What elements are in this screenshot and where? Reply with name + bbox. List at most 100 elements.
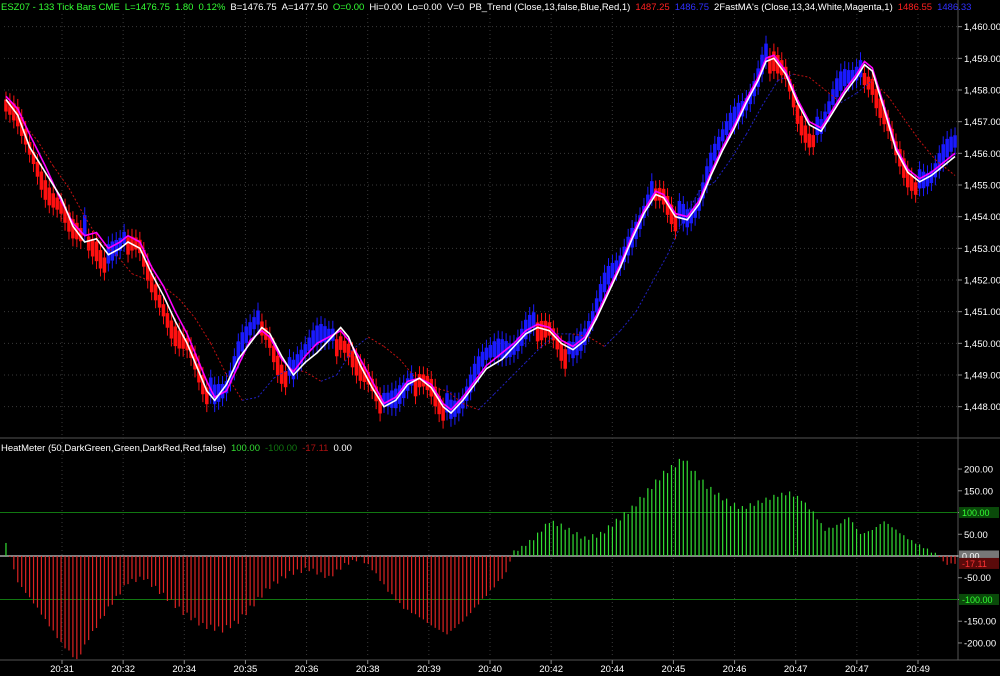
pb-trend-segment [115, 254, 133, 274]
time-tick-label: 20:36 [295, 664, 319, 675]
time-tick-label: 20:42 [539, 664, 563, 675]
price-bar-body [153, 284, 158, 301]
price-bar-body [346, 343, 351, 358]
pb-trend-segment [431, 387, 448, 392]
price-bar-body [925, 173, 930, 187]
price-bar-body [929, 171, 934, 184]
price-bar-body [874, 89, 879, 109]
fastma-value-2: 1486.33 [937, 2, 972, 13]
price-bar-body [610, 262, 615, 279]
pb-trend-segment [509, 361, 527, 379]
price-bar-body [43, 180, 48, 200]
price-bar-body [953, 135, 957, 148]
heat-level-tag [959, 507, 999, 519]
price-bar-body [827, 101, 831, 115]
price-bar-body [354, 356, 359, 376]
price-bar-body [275, 355, 280, 376]
high-value: Hi=0.00 [369, 2, 403, 13]
price-bar-body [394, 388, 398, 409]
price-bar-body [685, 209, 690, 228]
price-bar-body [646, 194, 650, 209]
price-bar-body [527, 314, 532, 334]
pb-trend-segment [730, 134, 747, 160]
symbol-label: ESZ07 - 133 Tick Bars CME [1, 2, 120, 13]
heatmeter-value-2: -100.00 [265, 443, 298, 454]
heatmeter-panel-header: HeatMeter (50,DarkGreen,Green,DarkRed,Re… [1, 443, 357, 455]
price-bar-body [862, 72, 867, 86]
price-bar-body [492, 341, 497, 357]
pb-trend-segment [493, 377, 511, 395]
price-bar-body [913, 182, 918, 195]
time-tick-label: 20:40 [478, 664, 502, 675]
price-bar-body [82, 215, 87, 235]
price-bar-body [496, 338, 500, 358]
price-bar-body [244, 326, 248, 343]
price-bar-body [201, 374, 205, 395]
price-bar-body [772, 51, 776, 72]
price-bar-body [539, 320, 544, 341]
price-bar-body [476, 356, 481, 375]
price-bar-body [35, 161, 40, 177]
price-bar-body [716, 136, 721, 151]
price-bar-body [823, 111, 827, 124]
price-bar-body [386, 392, 390, 407]
pb-trend-segment [714, 159, 731, 183]
heatmeter-value-3: -17.11 [302, 443, 329, 454]
heatmeter-value-4: 0.00 [333, 443, 352, 454]
pb-trend-label: PB_Trend (Close,13,false,Blue,Red,1) [469, 2, 631, 13]
heat-tick-label: -150.00 [964, 617, 996, 628]
price-bar-body [409, 373, 414, 386]
low-value: Lo=0.00 [407, 2, 442, 13]
price-bar-body [157, 294, 162, 308]
price-bar-body [500, 339, 504, 359]
price-bar-body [902, 158, 906, 178]
pb-trend-segment [903, 118, 920, 141]
pb-trend-segment [352, 336, 369, 351]
price-bar-body [831, 89, 835, 105]
price-bar-body [587, 321, 591, 335]
price-bar-body [768, 55, 772, 74]
price-bar-body [657, 187, 662, 201]
price-bar-body [350, 350, 355, 368]
price-bar-body [713, 143, 717, 161]
pb-trend-segment [336, 349, 353, 376]
price-bar-body [86, 236, 91, 251]
price-bar-body [535, 322, 540, 342]
price-bar-body [208, 377, 213, 396]
time-tick-label: 20:45 [662, 664, 686, 675]
price-bar-body [169, 320, 174, 339]
price-bar-body [216, 384, 221, 402]
time-tick-label: 20:38 [356, 664, 380, 675]
heat-level-tag [959, 550, 999, 562]
price-bar-body [98, 250, 103, 269]
price-bar-body [366, 371, 371, 385]
pb-trend-value-2: 1486.75 [674, 2, 710, 13]
price-bar-body [327, 328, 331, 342]
price-bar-body [378, 395, 382, 414]
price-panel-header: ESZ07 - 133 Tick Bars CME L=1476.75 1.80 0.… [1, 2, 976, 14]
ask-price: A=1477.50 [281, 2, 328, 13]
pb-trend-segment [682, 191, 700, 221]
bid-price: B=1476.75 [230, 2, 277, 13]
fastma-label: 2FastMA's (Close,13,34,White,Magenta,1) [714, 2, 893, 13]
price-bar-body [59, 200, 63, 214]
price-bar-body [342, 340, 347, 353]
price-bar-body [114, 239, 119, 257]
price-bar-body [933, 163, 938, 178]
price-bar-body [516, 337, 520, 352]
price-bar-body [732, 106, 737, 127]
price-bar-body [760, 54, 764, 75]
price-bar-body [547, 322, 552, 336]
price-bar-body [866, 76, 871, 90]
price-bar-body [803, 125, 808, 143]
price-bar-body [764, 43, 768, 62]
pb-trend-segment [147, 279, 164, 287]
price-bar-body [382, 392, 386, 405]
price-bar-body [149, 273, 154, 293]
price-bar-body [177, 330, 182, 349]
price-bar-body [295, 354, 300, 372]
price-bar-body [173, 326, 178, 347]
price-bar-body [705, 166, 709, 186]
pb-trend-segment [368, 336, 385, 347]
